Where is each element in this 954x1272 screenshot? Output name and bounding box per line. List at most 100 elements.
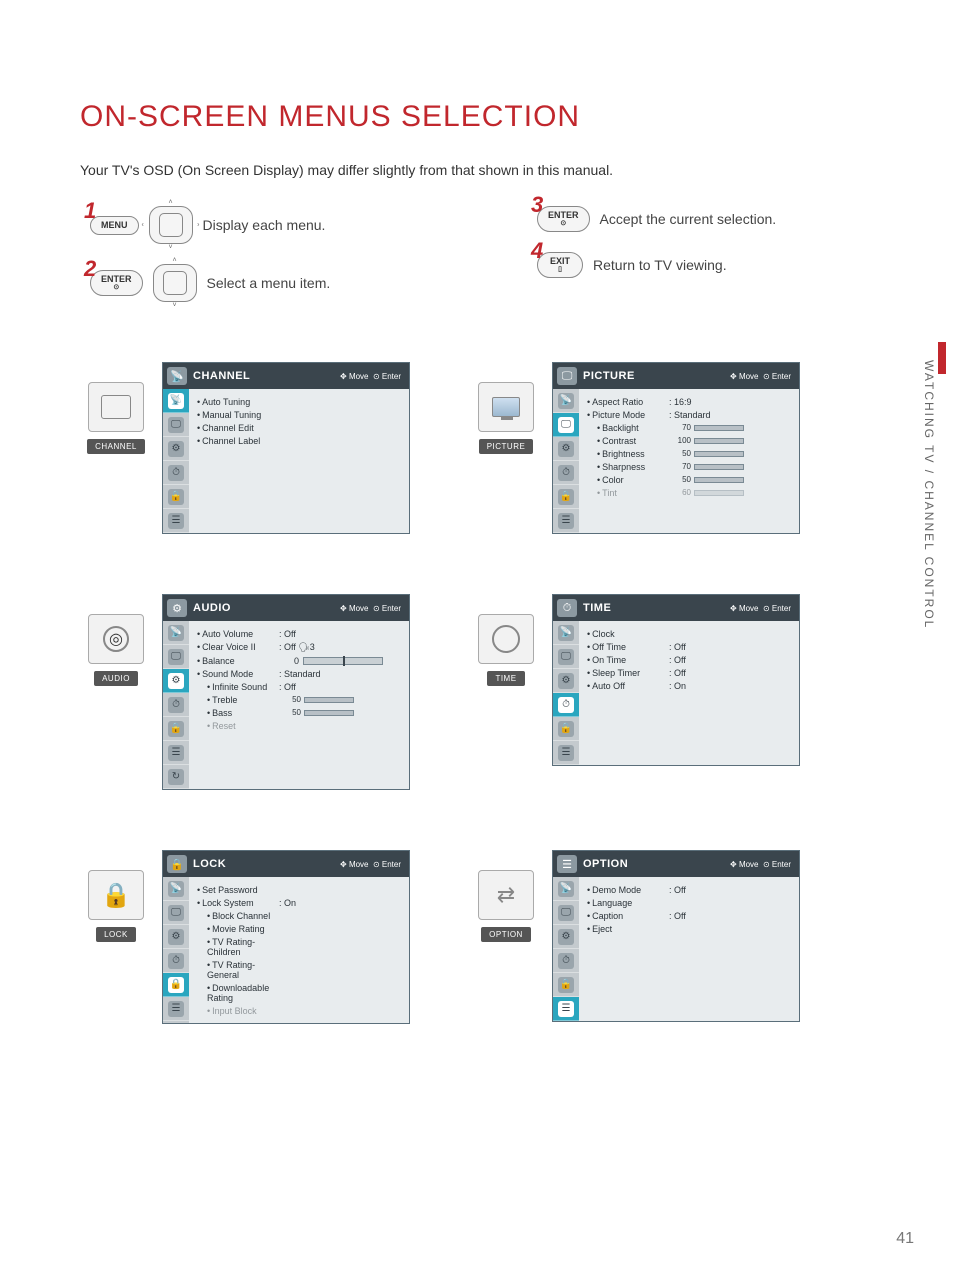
nav-icon: ☰: [168, 1001, 184, 1017]
picture-osd-title: PICTURE: [583, 370, 635, 382]
osd-nav-item[interactable]: ⚙: [163, 925, 189, 949]
osd-nav-item[interactable]: 🖵: [553, 645, 579, 669]
osd-nav-item[interactable]: 📡: [163, 389, 189, 413]
slider-track[interactable]: [304, 697, 354, 703]
osd-nav-item[interactable]: ⚙: [163, 669, 189, 693]
menu-item[interactable]: •Infinite Sound: Off: [197, 680, 401, 693]
osd-nav-item[interactable]: ⏱: [553, 461, 579, 485]
osd-nav-item[interactable]: ⏱: [553, 949, 579, 973]
enter-button[interactable]: ENTER⊙: [90, 270, 143, 296]
menu-item[interactable]: •Backlight70: [587, 421, 791, 434]
enter-button[interactable]: ENTER⊙: [537, 206, 590, 232]
menu-item[interactable]: •Sleep Timer: Off: [587, 666, 791, 679]
menu-item-label: Demo Mode: [592, 885, 641, 895]
osd-nav-item[interactable]: 📡: [553, 389, 579, 413]
osd-nav-item[interactable]: 🖵: [163, 645, 189, 669]
menu-item[interactable]: •Downloadable Rating: [197, 981, 401, 1004]
osd-nav-item[interactable]: 🖵: [553, 413, 579, 437]
menu-item[interactable]: •Picture Mode: Standard: [587, 408, 791, 421]
osd-nav-item[interactable]: ⏱: [163, 949, 189, 973]
osd-nav-item[interactable]: 📡: [163, 877, 189, 901]
menu-item[interactable]: •Input Block: [197, 1004, 401, 1017]
slider-track[interactable]: [694, 490, 744, 496]
menu-item[interactable]: •Demo Mode: Off: [587, 883, 791, 896]
menu-item[interactable]: •Movie Rating: [197, 922, 401, 935]
osd-nav-item[interactable]: 🔒: [163, 973, 189, 997]
osd-nav-item[interactable]: 📡: [163, 621, 189, 645]
slider-track[interactable]: [694, 464, 744, 470]
menu-item[interactable]: •Off Time: Off: [587, 640, 791, 653]
menu-item[interactable]: •Language: [587, 896, 791, 909]
menu-item[interactable]: •TV Rating-General: [197, 958, 401, 981]
osd-nav-item[interactable]: ⏱: [163, 461, 189, 485]
menu-item[interactable]: •Clear Voice II: Off 🗣3: [197, 640, 401, 654]
menu-item[interactable]: •Bass50: [197, 706, 401, 719]
osd-nav-item[interactable]: ☰: [553, 741, 579, 765]
channel-thumb-icon: [88, 382, 144, 432]
menu-item[interactable]: •Aspect Ratio: 16:9: [587, 395, 791, 408]
menu-item[interactable]: •On Time: Off: [587, 653, 791, 666]
menu-item[interactable]: •Sound Mode: Standard: [197, 667, 401, 680]
osd-nav-item[interactable]: ↻: [163, 765, 189, 789]
osd-nav-item[interactable]: ⏱: [163, 693, 189, 717]
menu-item[interactable]: •Auto Volume: Off: [197, 627, 401, 640]
osd-nav-item[interactable]: ☰: [163, 741, 189, 765]
osd-nav-item[interactable]: 🔒: [553, 485, 579, 509]
menu-item[interactable]: •Balance0: [197, 654, 401, 667]
menu-item[interactable]: •Caption: Off: [587, 909, 791, 922]
exit-button[interactable]: EXIT▯: [537, 252, 583, 278]
menu-item[interactable]: •TV Rating-Children: [197, 935, 401, 958]
slider-value: 60: [669, 488, 691, 497]
osd-nav-item[interactable]: ☰: [553, 509, 579, 533]
osd-nav-item[interactable]: ☰: [163, 509, 189, 533]
osd-nav-item[interactable]: 🖵: [553, 901, 579, 925]
menu-item[interactable]: •Tint60: [587, 486, 791, 499]
osd-nav-item[interactable]: 📡: [553, 877, 579, 901]
slider-track[interactable]: [694, 438, 744, 444]
menu-item[interactable]: •Manual Tuning: [197, 408, 401, 421]
slider-track[interactable]: [694, 477, 744, 483]
slider-track[interactable]: [694, 451, 744, 457]
menu-item[interactable]: •Set Password: [197, 883, 401, 896]
menu-item[interactable]: •Treble50: [197, 693, 401, 706]
slider-track[interactable]: [304, 710, 354, 716]
menu-item[interactable]: •Brightness50: [587, 447, 791, 460]
osd-nav-item[interactable]: 🔒: [163, 717, 189, 741]
menu-item-value: : On: [669, 681, 727, 691]
osd-nav-item[interactable]: 🔒: [553, 973, 579, 997]
menu-item[interactable]: •Channel Label: [197, 434, 401, 447]
menu-button[interactable]: MENU: [90, 216, 139, 235]
menu-item[interactable]: •Clock: [587, 627, 791, 640]
menu-item[interactable]: •Reset: [197, 719, 401, 732]
osd-nav-item[interactable]: ⚙: [553, 925, 579, 949]
osd-nav-item[interactable]: ⚙: [553, 669, 579, 693]
osd-nav-item[interactable]: 🖵: [163, 413, 189, 437]
menu-item-label: Auto Tuning: [202, 397, 250, 407]
osd-nav-item[interactable]: 🖵: [163, 901, 189, 925]
menu-item[interactable]: •Channel Edit: [197, 421, 401, 434]
osd-hints: ✥ Move ⊙ Enter: [340, 860, 401, 869]
osd-nav-item[interactable]: ⚙: [553, 437, 579, 461]
menu-item[interactable]: •Color50: [587, 473, 791, 486]
osd-nav-item[interactable]: 🔒: [163, 485, 189, 509]
menu-item[interactable]: •Auto Off: On: [587, 679, 791, 692]
osd-nav-item[interactable]: ⏱: [553, 693, 579, 717]
dpad-button[interactable]: ˄˅‹›: [149, 206, 193, 244]
menu-item[interactable]: •Auto Tuning: [197, 395, 401, 408]
menu-item[interactable]: •Sharpness70: [587, 460, 791, 473]
menu-item[interactable]: •Lock System: On: [197, 896, 401, 909]
osd-nav-item[interactable]: 🔒: [553, 717, 579, 741]
menu-item[interactable]: •Block Channel: [197, 909, 401, 922]
osd-nav-item[interactable]: ☰: [553, 997, 579, 1021]
menu-item-label: Balance: [202, 656, 235, 666]
osd-nav-item[interactable]: ☰: [163, 997, 189, 1021]
step-4: 4 EXIT▯ Return to TV viewing.: [527, 252, 884, 278]
menu-item[interactable]: •Contrast100: [587, 434, 791, 447]
dpad-button[interactable]: ˄˅: [153, 264, 197, 302]
osd-nav-item[interactable]: ⚙: [163, 437, 189, 461]
balance-slider[interactable]: [303, 657, 383, 665]
osd-nav-item[interactable]: 📡: [553, 621, 579, 645]
menu-item-label: Bass: [212, 708, 232, 718]
menu-item[interactable]: •Eject: [587, 922, 791, 935]
slider-track[interactable]: [694, 425, 744, 431]
